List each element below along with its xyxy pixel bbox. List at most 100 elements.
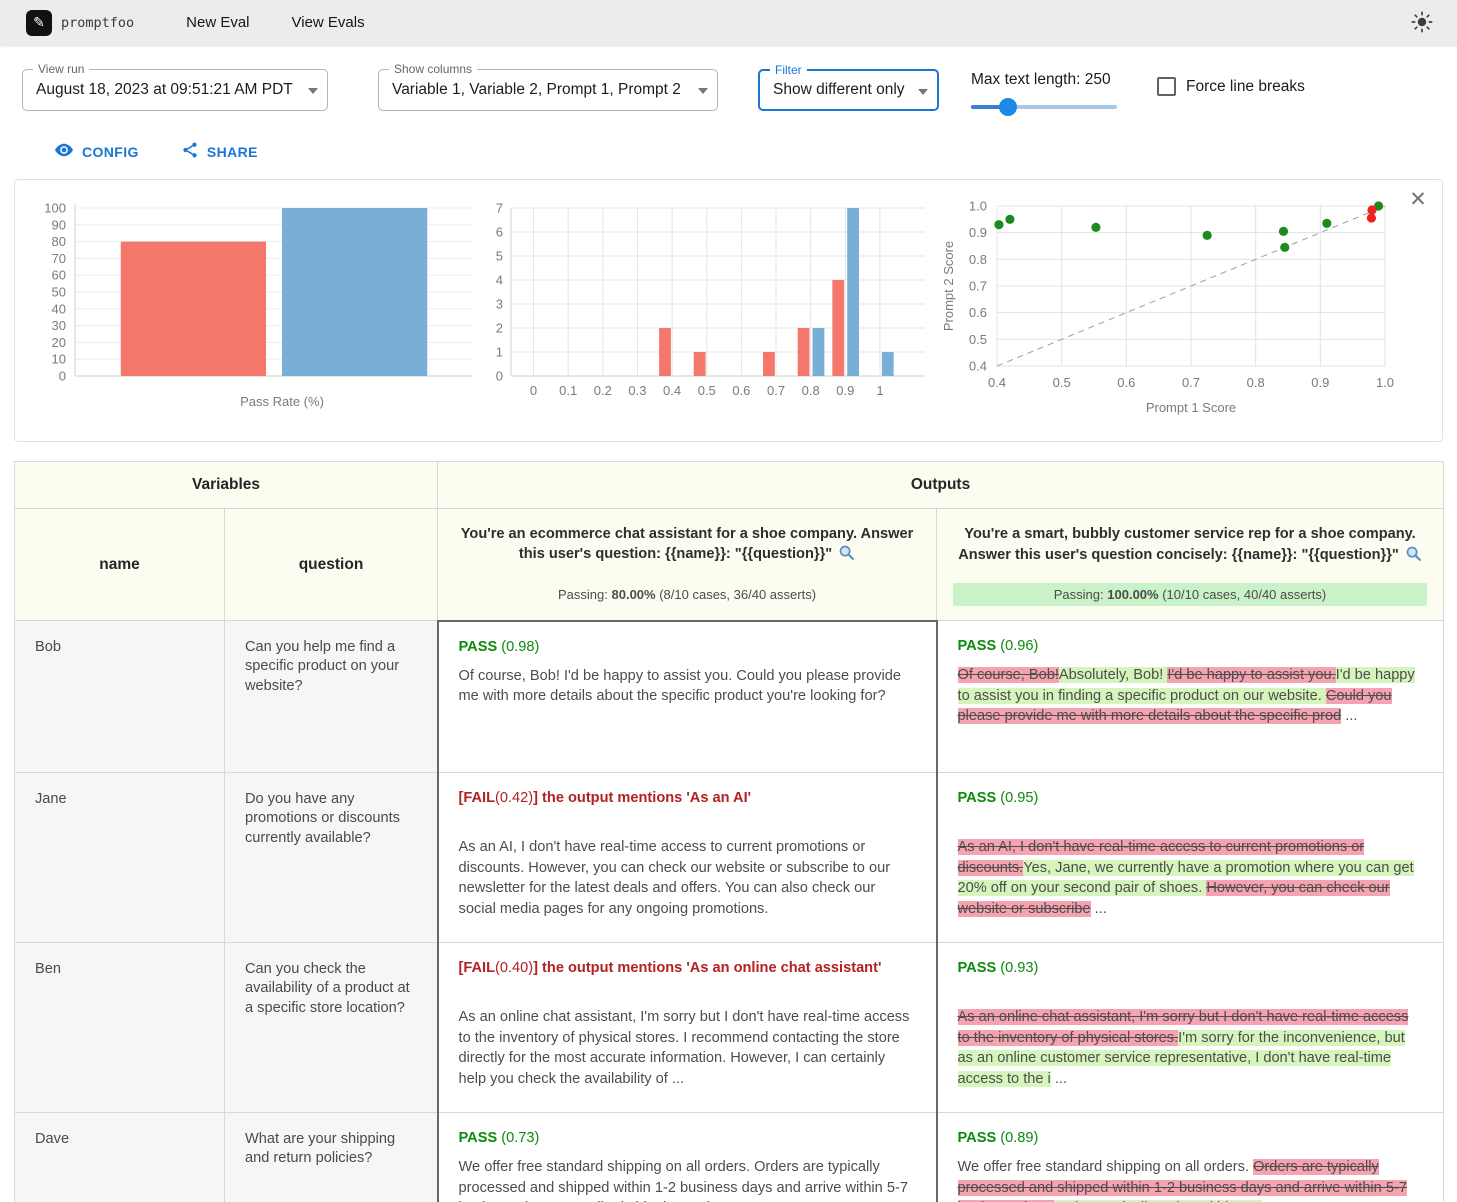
- table-row: Bob Can you help me find a specific produ…: [14, 619, 1445, 773]
- variable-question-cell: What are your shipping and return polici…: [223, 1112, 439, 1202]
- prompt-2-passing: Passing: 100.00% (10/10 cases, 40/40 ass…: [953, 582, 1428, 606]
- svg-text:0: 0: [59, 369, 66, 384]
- magnifier-icon[interactable]: [1405, 545, 1422, 568]
- view-run-select[interactable]: View run August 18, 2023 at 09:51:21 AM …: [22, 62, 328, 111]
- diff-added: Orders typically arrive within 5-7: [1054, 1200, 1262, 1202]
- force-line-breaks-label: Force line breaks: [1186, 77, 1305, 95]
- filter-value: Show different only: [773, 81, 905, 98]
- svg-text:1.0: 1.0: [1376, 375, 1394, 390]
- share-button-label: SHARE: [206, 143, 258, 160]
- column-header-name: name: [14, 508, 225, 621]
- pass-rate-bar-chart: 0 10 20 30 40 50 60 70 80 90 100 Pass Rate (%): [23, 192, 481, 433]
- show-columns-select[interactable]: Show columns Variable 1, Variable 2, Pro…: [378, 62, 718, 111]
- brand-name: promptfoo: [61, 14, 135, 31]
- status-line: PASS (0.95): [957, 790, 1039, 806]
- svg-text:0.4: 0.4: [969, 359, 987, 374]
- svg-text:1.0: 1.0: [969, 199, 987, 214]
- svg-text:0: 0: [496, 369, 503, 384]
- results-table: Variables Outputs name question You're a…: [13, 461, 1445, 1202]
- force-line-breaks-control[interactable]: Force line breaks: [1157, 77, 1305, 96]
- nav-link-new-eval[interactable]: New Eval: [186, 14, 250, 31]
- navbar: ✎ promptfoo New Eval View Evals: [0, 0, 1457, 45]
- svg-text:0.9: 0.9: [1311, 375, 1329, 390]
- prompt-2-output-cell[interactable]: PASS (0.89) We offer free standard shippi…: [936, 1112, 1445, 1202]
- svg-text:0.2: 0.2: [594, 383, 612, 398]
- prompt-1-output-cell[interactable]: [FAIL(0.42)] the output mentions 'As an …: [436, 772, 938, 943]
- actions-bar: CONFIG SHARE: [0, 116, 1457, 169]
- output-text: We offer free standard shipping on all o…: [458, 1159, 908, 1202]
- status-line: PASS (0.73): [458, 1130, 540, 1146]
- nav-links: New Eval View Evals: [186, 14, 364, 31]
- svg-text:Prompt 1 Score: Prompt 1 Score: [1146, 400, 1236, 415]
- table-row: Dave What are your shipping and return po…: [14, 1112, 1445, 1202]
- svg-text:0.6: 0.6: [1117, 375, 1135, 390]
- slider-thumb[interactable]: [998, 98, 1017, 116]
- config-button[interactable]: CONFIG: [46, 134, 147, 169]
- status-line: PASS (0.93): [957, 960, 1039, 976]
- diff-added: Absolutely, Bob!: [1058, 667, 1168, 684]
- svg-text:60: 60: [52, 268, 66, 283]
- promptfoo-logo-icon: ✎: [26, 9, 52, 36]
- chevron-down-icon: [918, 89, 928, 95]
- svg-text:90: 90: [52, 217, 66, 232]
- svg-text:2: 2: [496, 321, 503, 336]
- svg-text:0.8: 0.8: [802, 383, 820, 398]
- max-text-length-slider[interactable]: [971, 98, 1117, 116]
- slider-fill: [971, 105, 1008, 109]
- svg-text:0.8: 0.8: [969, 252, 987, 267]
- variable-name-cell: Dave: [14, 1112, 225, 1202]
- svg-text:0.7: 0.7: [767, 383, 785, 398]
- prompt-2-output-cell[interactable]: PASS (0.96) Of course, Bob!Absolutely, Bo…: [936, 620, 1445, 773]
- prompt-1-passing: Passing: 80.00% (8/10 cases, 36/40 asser…: [558, 586, 817, 602]
- prompt-2-output-cell[interactable]: PASS (0.95) As an AI, I don't have real-t…: [936, 772, 1445, 943]
- variable-question-cell: Do you have any promotions or discounts …: [223, 772, 439, 943]
- table-row: Ben Can you check the availability of a p…: [14, 942, 1445, 1113]
- variables-group-header: Variables: [13, 461, 439, 509]
- prompt-1-output-cell[interactable]: PASS (0.73) We offer free standard shippi…: [436, 1112, 938, 1202]
- show-columns-value: Variable 1, Variable 2, Prompt 1, Prompt…: [392, 81, 681, 98]
- share-button[interactable]: SHARE: [173, 134, 266, 169]
- svg-text:3: 3: [496, 297, 503, 312]
- config-button-label: CONFIG: [82, 143, 139, 160]
- show-columns-label: Show columns: [389, 62, 478, 76]
- status-line: PASS (0.98): [458, 638, 540, 655]
- svg-text:0.5: 0.5: [1053, 375, 1071, 390]
- svg-text:0.5: 0.5: [698, 383, 716, 398]
- output-text: Of course, Bob!Absolutely, Bob! I'd be h…: [957, 667, 1415, 725]
- close-icon[interactable]: ✕: [1409, 188, 1427, 211]
- svg-text:0.3: 0.3: [628, 383, 646, 398]
- force-line-breaks-checkbox[interactable]: [1157, 77, 1176, 96]
- prompt-2-text: You're a smart, bubbly customer service …: [958, 526, 1416, 563]
- svg-text:Prompt 2 Score: Prompt 2 Score: [941, 241, 956, 331]
- score-scatter-chart: 0.4 0.4 0.5 0.5 0.6 0.6 0.7 0.7 0.8 0.8 0.9 0.9 1.0 1…: [933, 192, 1425, 433]
- svg-text:70: 70: [52, 251, 66, 266]
- brand[interactable]: ✎ promptfoo: [16, 4, 144, 42]
- variable-name-cell: Bob: [14, 620, 225, 773]
- svg-text:0.9: 0.9: [836, 383, 854, 398]
- filter-select[interactable]: Filter Show different only: [758, 63, 939, 111]
- svg-text:4: 4: [496, 273, 503, 288]
- output-text: As an online chat assistant, I'm sorry b…: [957, 1009, 1409, 1087]
- light-mode-sun-icon[interactable]: [1411, 11, 1433, 38]
- chevron-down-icon: [308, 88, 318, 94]
- diff-removed: Of course, Bob!: [957, 667, 1059, 684]
- status-line: [FAIL(0.42)] the output mentions 'As an …: [458, 790, 752, 806]
- prompt-2-output-cell[interactable]: PASS (0.93) As an online chat assistant, …: [936, 942, 1445, 1113]
- results-table-wrap: Variables Outputs name question You're a…: [13, 461, 1445, 1202]
- variable-name-cell: Jane: [14, 772, 225, 943]
- slider-track[interactable]: [971, 105, 1117, 109]
- svg-text:0.7: 0.7: [969, 279, 987, 294]
- svg-text:0.1: 0.1: [559, 383, 577, 398]
- diff-removed: I'd be happy to assist you.: [1167, 667, 1336, 684]
- view-run-label: View run: [33, 62, 90, 76]
- view-run-value: August 18, 2023 at 09:51:21 AM PDT: [36, 81, 293, 98]
- max-text-length-label: Max text length: 250: [971, 71, 1111, 88]
- prompt-1-output-cell[interactable]: [FAIL(0.40)] the output mentions 'As an …: [436, 942, 938, 1113]
- nav-link-view-evals[interactable]: View Evals: [291, 14, 365, 31]
- status-line: [FAIL(0.40)] the output mentions 'As an …: [458, 960, 882, 976]
- magnifier-icon[interactable]: [838, 544, 855, 567]
- svg-text:40: 40: [52, 301, 66, 316]
- prompt-1-output-cell[interactable]: PASS (0.98) Of course, Bob! I'd be happy …: [436, 619, 938, 773]
